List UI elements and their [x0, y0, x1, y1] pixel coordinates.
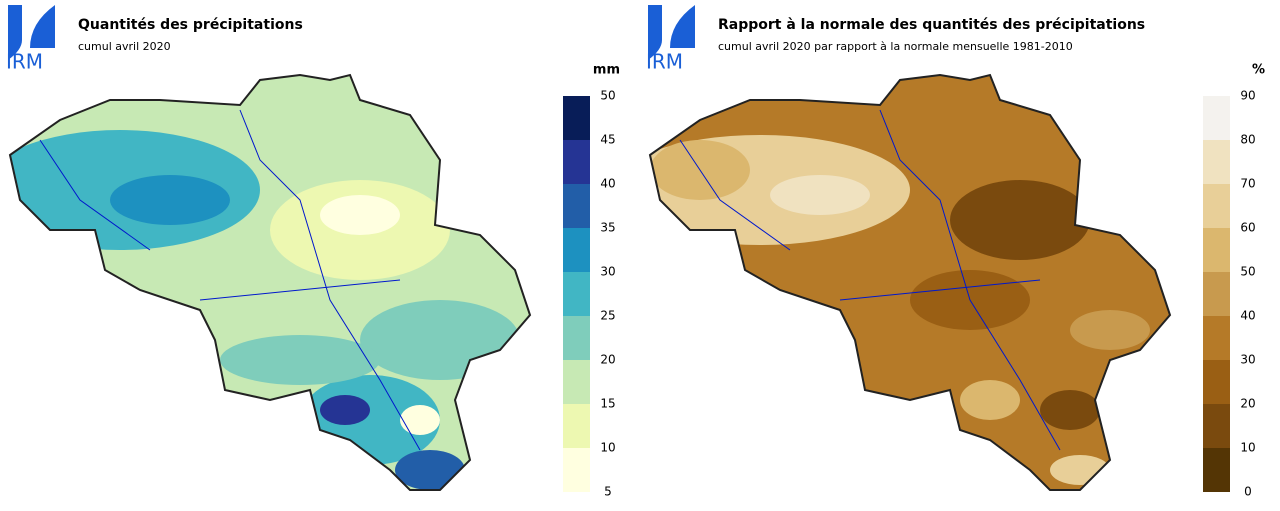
legend-swatch [1203, 448, 1230, 492]
legend-unit: % [1252, 63, 1265, 78]
legend-tick-label: 40 [1240, 309, 1255, 323]
logo-text: IRM [646, 50, 683, 74]
legend-tick-label: 90 [1240, 89, 1255, 103]
legend-tick-label: 70 [1240, 177, 1255, 191]
legend-tick-label: 60 [1240, 221, 1255, 235]
legend-tick-label: 50 [600, 89, 615, 103]
legend-tick-label: 30 [600, 265, 615, 279]
legend-tick-label: 10 [1240, 441, 1255, 455]
legend-tick-label: 30 [1240, 353, 1255, 367]
legend-tick-label: 25 [600, 309, 615, 323]
panel-title: Rapport à la normale des quantités des p… [718, 17, 1145, 33]
legend-swatch [1203, 96, 1230, 140]
legend-tick-label: 20 [600, 353, 615, 367]
legend-swatch [1203, 316, 1230, 360]
logo-mark [648, 5, 695, 60]
legend-swatch [563, 448, 590, 492]
panel-subtitle: cumul avril 2020 [78, 40, 171, 53]
legend-swatch [563, 360, 590, 404]
legend-tick-label: 40 [600, 177, 615, 191]
legend-tick-label: 0 [1244, 485, 1252, 499]
legend-swatch [1203, 404, 1230, 448]
panel-subtitle: cumul avril 2020 par rapport à la normal… [718, 40, 1073, 53]
legend-tick-label: 15 [600, 397, 615, 411]
legend-swatch [563, 184, 590, 228]
legend-swatch [1203, 184, 1230, 228]
legend-swatch [563, 140, 590, 184]
legend-swatch [563, 316, 590, 360]
logo-text: IRM [6, 50, 43, 74]
map-rain [8, 73, 532, 491]
legend-swatch [563, 96, 590, 140]
legend-tick-label: 5 [604, 485, 612, 499]
legend-tick-label: 35 [600, 221, 615, 235]
logo-mark [8, 5, 55, 60]
legend-swatch [1203, 140, 1230, 184]
legend-tick-label: 50 [1240, 265, 1255, 279]
legend-tick-label: 10 [600, 441, 615, 455]
map-ratio [648, 73, 1172, 491]
legend-swatch [563, 404, 590, 448]
legend-tick-label: 45 [600, 133, 615, 147]
legend-swatch [1203, 272, 1230, 316]
legend-tick-label: 20 [1240, 397, 1255, 411]
legend-swatch [563, 272, 590, 316]
panel-title: Quantités des précipitations [78, 17, 303, 33]
legend-tick-label: 80 [1240, 133, 1255, 147]
legend-swatch [1203, 360, 1230, 404]
legend-unit: mm [593, 63, 620, 78]
legend-swatch [563, 228, 590, 272]
legend-swatch [1203, 228, 1230, 272]
